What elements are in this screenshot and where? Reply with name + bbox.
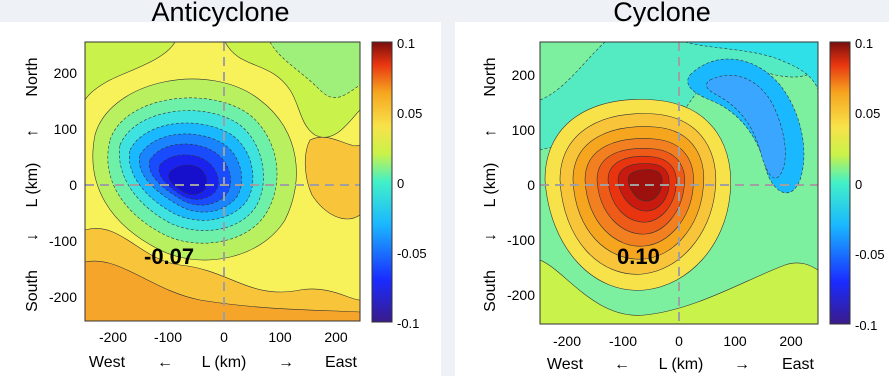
y-label-north: North <box>482 57 499 96</box>
colorbar-tick: -0.1 <box>855 318 877 333</box>
colorbar-tick: 0.1 <box>397 36 415 51</box>
y-label-south: South <box>24 270 41 312</box>
y-label-north: North <box>24 57 41 96</box>
x-label-arrow-left: ← <box>614 356 630 373</box>
y-tick: 100 <box>512 122 536 138</box>
plot-frame <box>539 41 819 325</box>
colorbar-tick: -0.1 <box>397 316 419 331</box>
colorbar-tick: 0.05 <box>855 106 880 121</box>
y-label-arrow-up: ↑ <box>24 129 41 137</box>
x-tick: 0 <box>220 329 228 345</box>
y-label-arrow-up: ↑ <box>482 129 499 137</box>
y-tick: -200 <box>49 289 77 305</box>
colorbar-tick: -0.05 <box>397 246 427 261</box>
x-tick: 100 <box>268 329 292 345</box>
x-tick: -200 <box>99 329 127 345</box>
x-label-center: L (km) <box>659 356 704 373</box>
y-tick: 0 <box>69 177 77 193</box>
x-tick: 100 <box>723 333 747 349</box>
chart-title: Anticyclone <box>151 0 290 27</box>
colorbar-tick: 0.1 <box>855 36 873 51</box>
x-tick: 200 <box>779 333 803 349</box>
x-tick: 200 <box>324 329 348 345</box>
x-label-west: West <box>89 354 126 371</box>
y-tick: -200 <box>507 287 535 303</box>
colorbar-tick: 0 <box>855 177 862 192</box>
x-label-east: East <box>325 354 358 371</box>
x-label-west: West <box>547 356 584 373</box>
center-value-annotation: 0.10 <box>617 244 660 269</box>
heatmap-area <box>85 42 360 321</box>
x-tick: -100 <box>154 329 182 345</box>
x-tick: -200 <box>553 333 581 349</box>
colorbar-tick: -0.05 <box>855 247 885 262</box>
y-label-arrow-down: ↓ <box>482 233 499 241</box>
y-tick: 200 <box>54 65 78 81</box>
x-label-arrow-left: ← <box>157 354 173 371</box>
x-tick: 0 <box>675 333 683 349</box>
colorbar-tick: 0.05 <box>397 106 422 121</box>
heatmap-area <box>540 42 818 324</box>
cyclone-panel: Cyclone <box>455 0 889 376</box>
colorbar-tick: 0 <box>397 176 404 191</box>
chart-title: Cyclone <box>613 0 711 27</box>
cyclone-chart: 200 100 0 -100 -200 -200 -100 0 100 200 … <box>482 36 885 373</box>
x-tick: -100 <box>609 333 637 349</box>
plot-frame <box>84 41 361 322</box>
center-value-annotation: -0.07 <box>144 244 195 269</box>
x-label-east: East <box>782 356 815 373</box>
x-label-arrow-right: → <box>734 356 750 373</box>
y-tick: -100 <box>49 233 77 249</box>
y-label-center: L (km) <box>24 163 41 208</box>
y-tick: 0 <box>527 177 535 193</box>
y-tick: -100 <box>507 232 535 248</box>
anticyclone-chart: 200 100 0 -100 -200 -200 -100 0 100 200 … <box>24 36 427 371</box>
anticyclone-panel: Anticyclone <box>0 0 441 376</box>
y-label-south: South <box>482 270 499 312</box>
x-label-arrow-right: → <box>278 354 294 371</box>
y-tick: 100 <box>54 121 78 137</box>
y-label-center: L (km) <box>482 163 499 208</box>
y-label-arrow-down: ↓ <box>24 233 41 241</box>
colorbar <box>829 41 851 325</box>
x-label-center: L (km) <box>202 354 247 371</box>
colorbar <box>371 41 393 323</box>
y-tick: 200 <box>512 67 536 83</box>
